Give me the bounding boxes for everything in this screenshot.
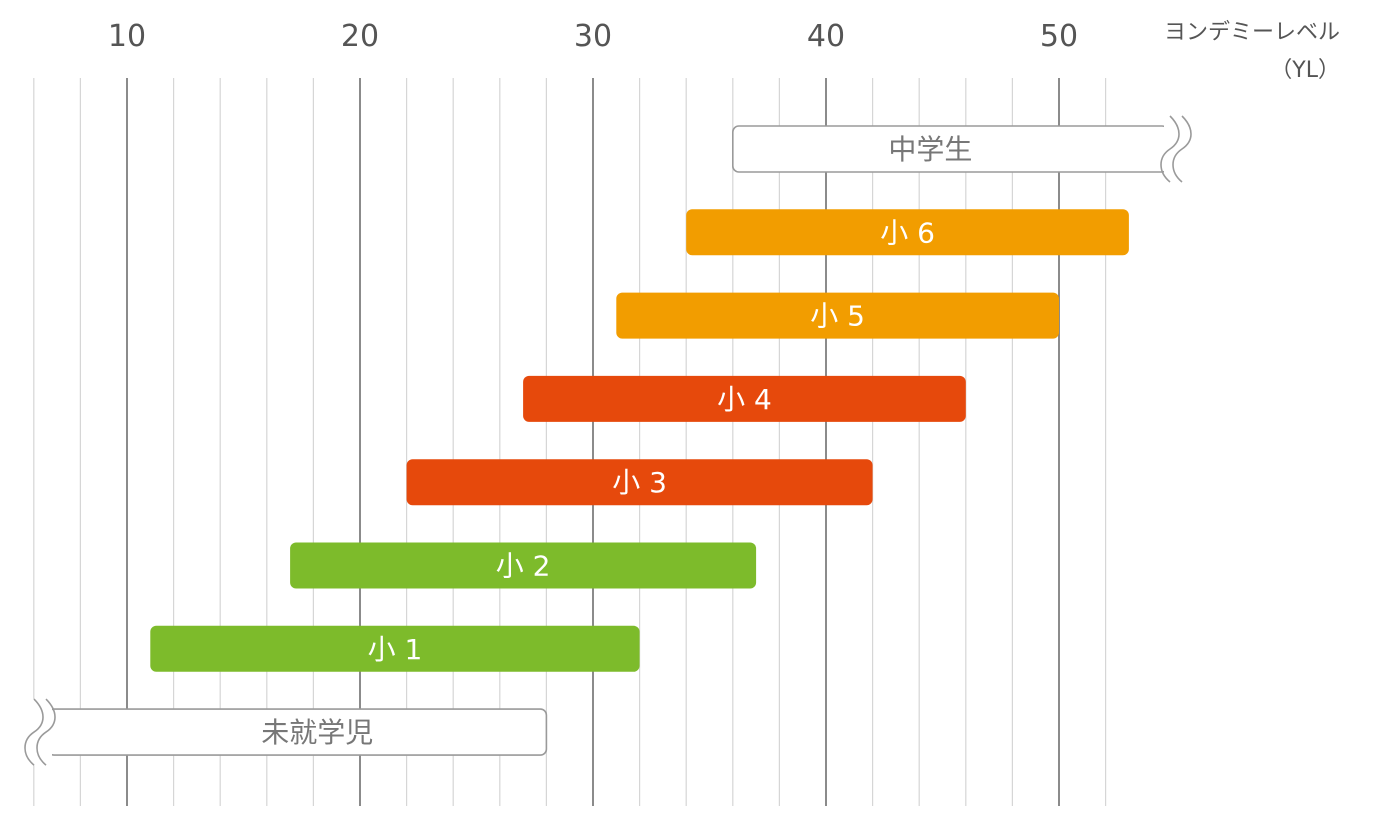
bar-rect — [406, 459, 873, 506]
range-bars: 未就学児 小 1 小 2 小 3 小 4 小 5 小 6 中学生 — [18, 115, 1198, 766]
axis-break-mark — [1172, 115, 1192, 183]
axis-break-mark — [24, 698, 44, 766]
bar-5: 小 4 — [523, 375, 966, 422]
bar-label: 未就学児 — [261, 716, 373, 749]
bar-label: 小 5 — [810, 300, 865, 333]
bar-rect — [150, 625, 640, 672]
bar-rect — [686, 209, 1129, 256]
bar-rect — [616, 292, 1059, 339]
x-axis-title: ヨンデミーレベル — [1164, 20, 1340, 45]
bar-2: 小 1 — [150, 625, 640, 672]
axis-break-mark — [36, 698, 56, 766]
x-tick-label: 10 — [108, 19, 146, 54]
x-tick-label: 50 — [1040, 19, 1078, 54]
bar-label: 小 2 — [496, 550, 551, 583]
bar-rect — [290, 542, 757, 589]
bar-8: 中学生 — [731, 115, 1198, 183]
x-tick-label: 40 — [807, 19, 845, 54]
bar-label: 小 1 — [368, 633, 423, 666]
bar-4: 小 3 — [406, 459, 873, 506]
bar-1: 未就学児 — [18, 698, 548, 766]
x-axis-ticks: 10 20 30 40 50 — [108, 19, 1078, 54]
grid-lines — [33, 78, 1107, 806]
x-tick-label: 30 — [574, 19, 612, 54]
bar-7: 小 6 — [686, 209, 1129, 256]
x-axis-unit: （YL） — [1270, 58, 1340, 83]
bar-label: 中学生 — [888, 133, 972, 166]
bar-label: 小 3 — [612, 466, 667, 499]
x-tick-label: 20 — [341, 19, 379, 54]
bar-6: 小 5 — [616, 292, 1059, 339]
axis-break-mark — [1160, 115, 1180, 183]
bar-label: 小 6 — [880, 216, 935, 249]
bar-rect — [523, 375, 966, 422]
bar-label: 小 4 — [717, 383, 772, 416]
bar-3: 小 2 — [290, 542, 757, 589]
